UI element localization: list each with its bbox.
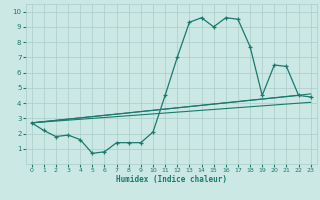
X-axis label: Humidex (Indice chaleur): Humidex (Indice chaleur) (116, 175, 227, 184)
